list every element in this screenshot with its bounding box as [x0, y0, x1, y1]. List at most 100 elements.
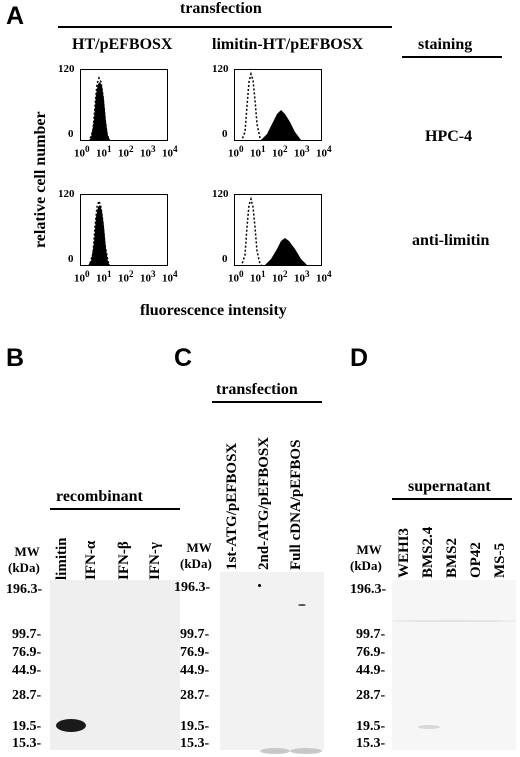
xtick: 103 — [294, 144, 310, 160]
band-2nd-atg — [260, 748, 290, 754]
western-blot-b — [50, 580, 180, 750]
lane-wehi3: WEHI3 — [396, 527, 412, 578]
overlay-histogram-dotted — [240, 196, 263, 265]
lane-1st-atg: 1st-ATG/pEFBOSX — [224, 442, 240, 570]
xtick: 102 — [118, 269, 134, 285]
xtick: 102 — [272, 144, 288, 160]
mw-76: 76.9- — [356, 645, 386, 660]
xtick: 104 — [316, 269, 332, 285]
ytick-120: 120 — [212, 63, 229, 75]
mw-15: 15.3- — [356, 736, 386, 751]
histogram-ht-hpc4 — [80, 69, 168, 141]
western-blot-c — [220, 572, 324, 754]
mw-76: 76.9- — [12, 645, 42, 660]
column-header-limitin-ht: limitin-HT/pEFBOSX — [212, 36, 364, 53]
xtick: 104 — [162, 144, 178, 160]
xtick: 100 — [228, 144, 244, 160]
column-header-ht: HT/pEFBOSX — [72, 36, 173, 53]
lane-bms2-4: BMS2.4 — [420, 526, 436, 578]
mw-196: 196.3- — [6, 582, 43, 597]
ytick-0: 0 — [222, 128, 228, 140]
mw-28: 28.7- — [12, 688, 42, 703]
lane-ifn-alpha: IFN-α — [83, 540, 99, 580]
mw-99: 99.7- — [180, 627, 210, 642]
mw-196: 196.3- — [350, 582, 387, 597]
mw-header: MW (kDa) — [8, 544, 40, 575]
band-full-cdna — [290, 748, 322, 754]
xtick: 100 — [74, 269, 90, 285]
histogram-ht-anti-limitin — [80, 194, 168, 266]
panel-a-letter: A — [6, 2, 25, 30]
staining-rule — [402, 56, 502, 58]
histogram-limitin-anti-limitin — [234, 194, 322, 266]
transfection-c-header: transfection — [216, 381, 298, 398]
panel-b-letter: B — [6, 344, 25, 372]
mw-header: MW (kDa) — [350, 542, 382, 573]
lane-ifn-beta: IFN-β — [116, 541, 132, 580]
x-axis-label: fluorescence intensity — [140, 302, 287, 319]
mw-header: MW (kDa) — [180, 540, 212, 571]
overlay-histogram-dotted — [88, 76, 111, 140]
mw-15: 15.3- — [12, 736, 42, 751]
ytick-0: 0 — [68, 253, 74, 265]
staining-header: staining — [418, 36, 473, 53]
transfection-header: transfection — [180, 0, 262, 17]
xtick: 103 — [294, 269, 310, 285]
ytick-0: 0 — [222, 253, 228, 265]
faint-smear — [392, 620, 516, 622]
xtick: 103 — [140, 269, 156, 285]
lane-ifn-gamma: IFN-γ — [147, 542, 163, 580]
lane-ms5: MS-5 — [492, 543, 508, 578]
xtick: 101 — [96, 269, 112, 285]
stain-label-anti-limitin: anti-limitin — [412, 232, 490, 249]
control-histogram-filled — [89, 82, 110, 140]
xtick: 100 — [228, 269, 244, 285]
xtick: 104 — [162, 269, 178, 285]
limitin-histogram-filled — [265, 238, 307, 265]
transfection-c-rule — [212, 401, 322, 403]
supernatant-rule — [392, 498, 512, 500]
xtick: 101 — [96, 144, 112, 160]
mw-196: 196.3- — [174, 580, 211, 595]
overlay-histogram-dotted — [240, 71, 263, 140]
xtick: 103 — [140, 144, 156, 160]
recombinant-rule — [50, 508, 180, 510]
mw-19: 19.5- — [356, 719, 386, 734]
ytick-120: 120 — [58, 188, 75, 200]
mw-99: 99.7- — [356, 627, 386, 642]
mw-19: 19.5- — [180, 719, 210, 734]
panel-d-letter: D — [350, 344, 369, 372]
panel-c-letter: C — [174, 344, 193, 372]
xtick: 100 — [74, 144, 90, 160]
lane-bms2: BMS2 — [444, 537, 460, 578]
xtick: 104 — [316, 144, 332, 160]
ytick-120: 120 — [212, 188, 229, 200]
mw-28: 28.7- — [180, 688, 210, 703]
mw-76: 76.9- — [180, 645, 210, 660]
transfection-rule — [58, 26, 392, 28]
mw-15: 15.3- — [180, 736, 210, 751]
mw-44: 44.9- — [12, 663, 42, 678]
lane-op42: OP42 — [468, 542, 484, 578]
y-axis-label: relative cell number — [32, 111, 49, 248]
speck — [298, 604, 306, 606]
ytick-0: 0 — [68, 128, 74, 140]
ytick-120: 120 — [58, 63, 75, 75]
supernatant-header: supernatant — [408, 478, 491, 495]
mw-19: 19.5- — [12, 719, 42, 734]
xtick: 102 — [272, 269, 288, 285]
stain-label-hpc4: HPC-4 — [425, 128, 473, 145]
speck — [258, 584, 261, 587]
western-blot-d — [392, 580, 516, 750]
xtick: 101 — [250, 269, 266, 285]
mw-99: 99.7- — [12, 627, 42, 642]
mw-44: 44.9- — [180, 663, 210, 678]
lane-full-cdna: Full cDNA/pEFBOS — [288, 439, 304, 570]
mw-28: 28.7- — [356, 688, 386, 703]
lane-limitin: limitin — [54, 537, 70, 580]
limitin-histogram-filled — [261, 110, 301, 140]
xtick: 102 — [118, 144, 134, 160]
lane-2nd-atg: 2nd-ATG/pEFBOSX — [256, 436, 272, 570]
histogram-limitin-hpc4 — [234, 69, 322, 141]
recombinant-header: recombinant — [56, 488, 143, 505]
